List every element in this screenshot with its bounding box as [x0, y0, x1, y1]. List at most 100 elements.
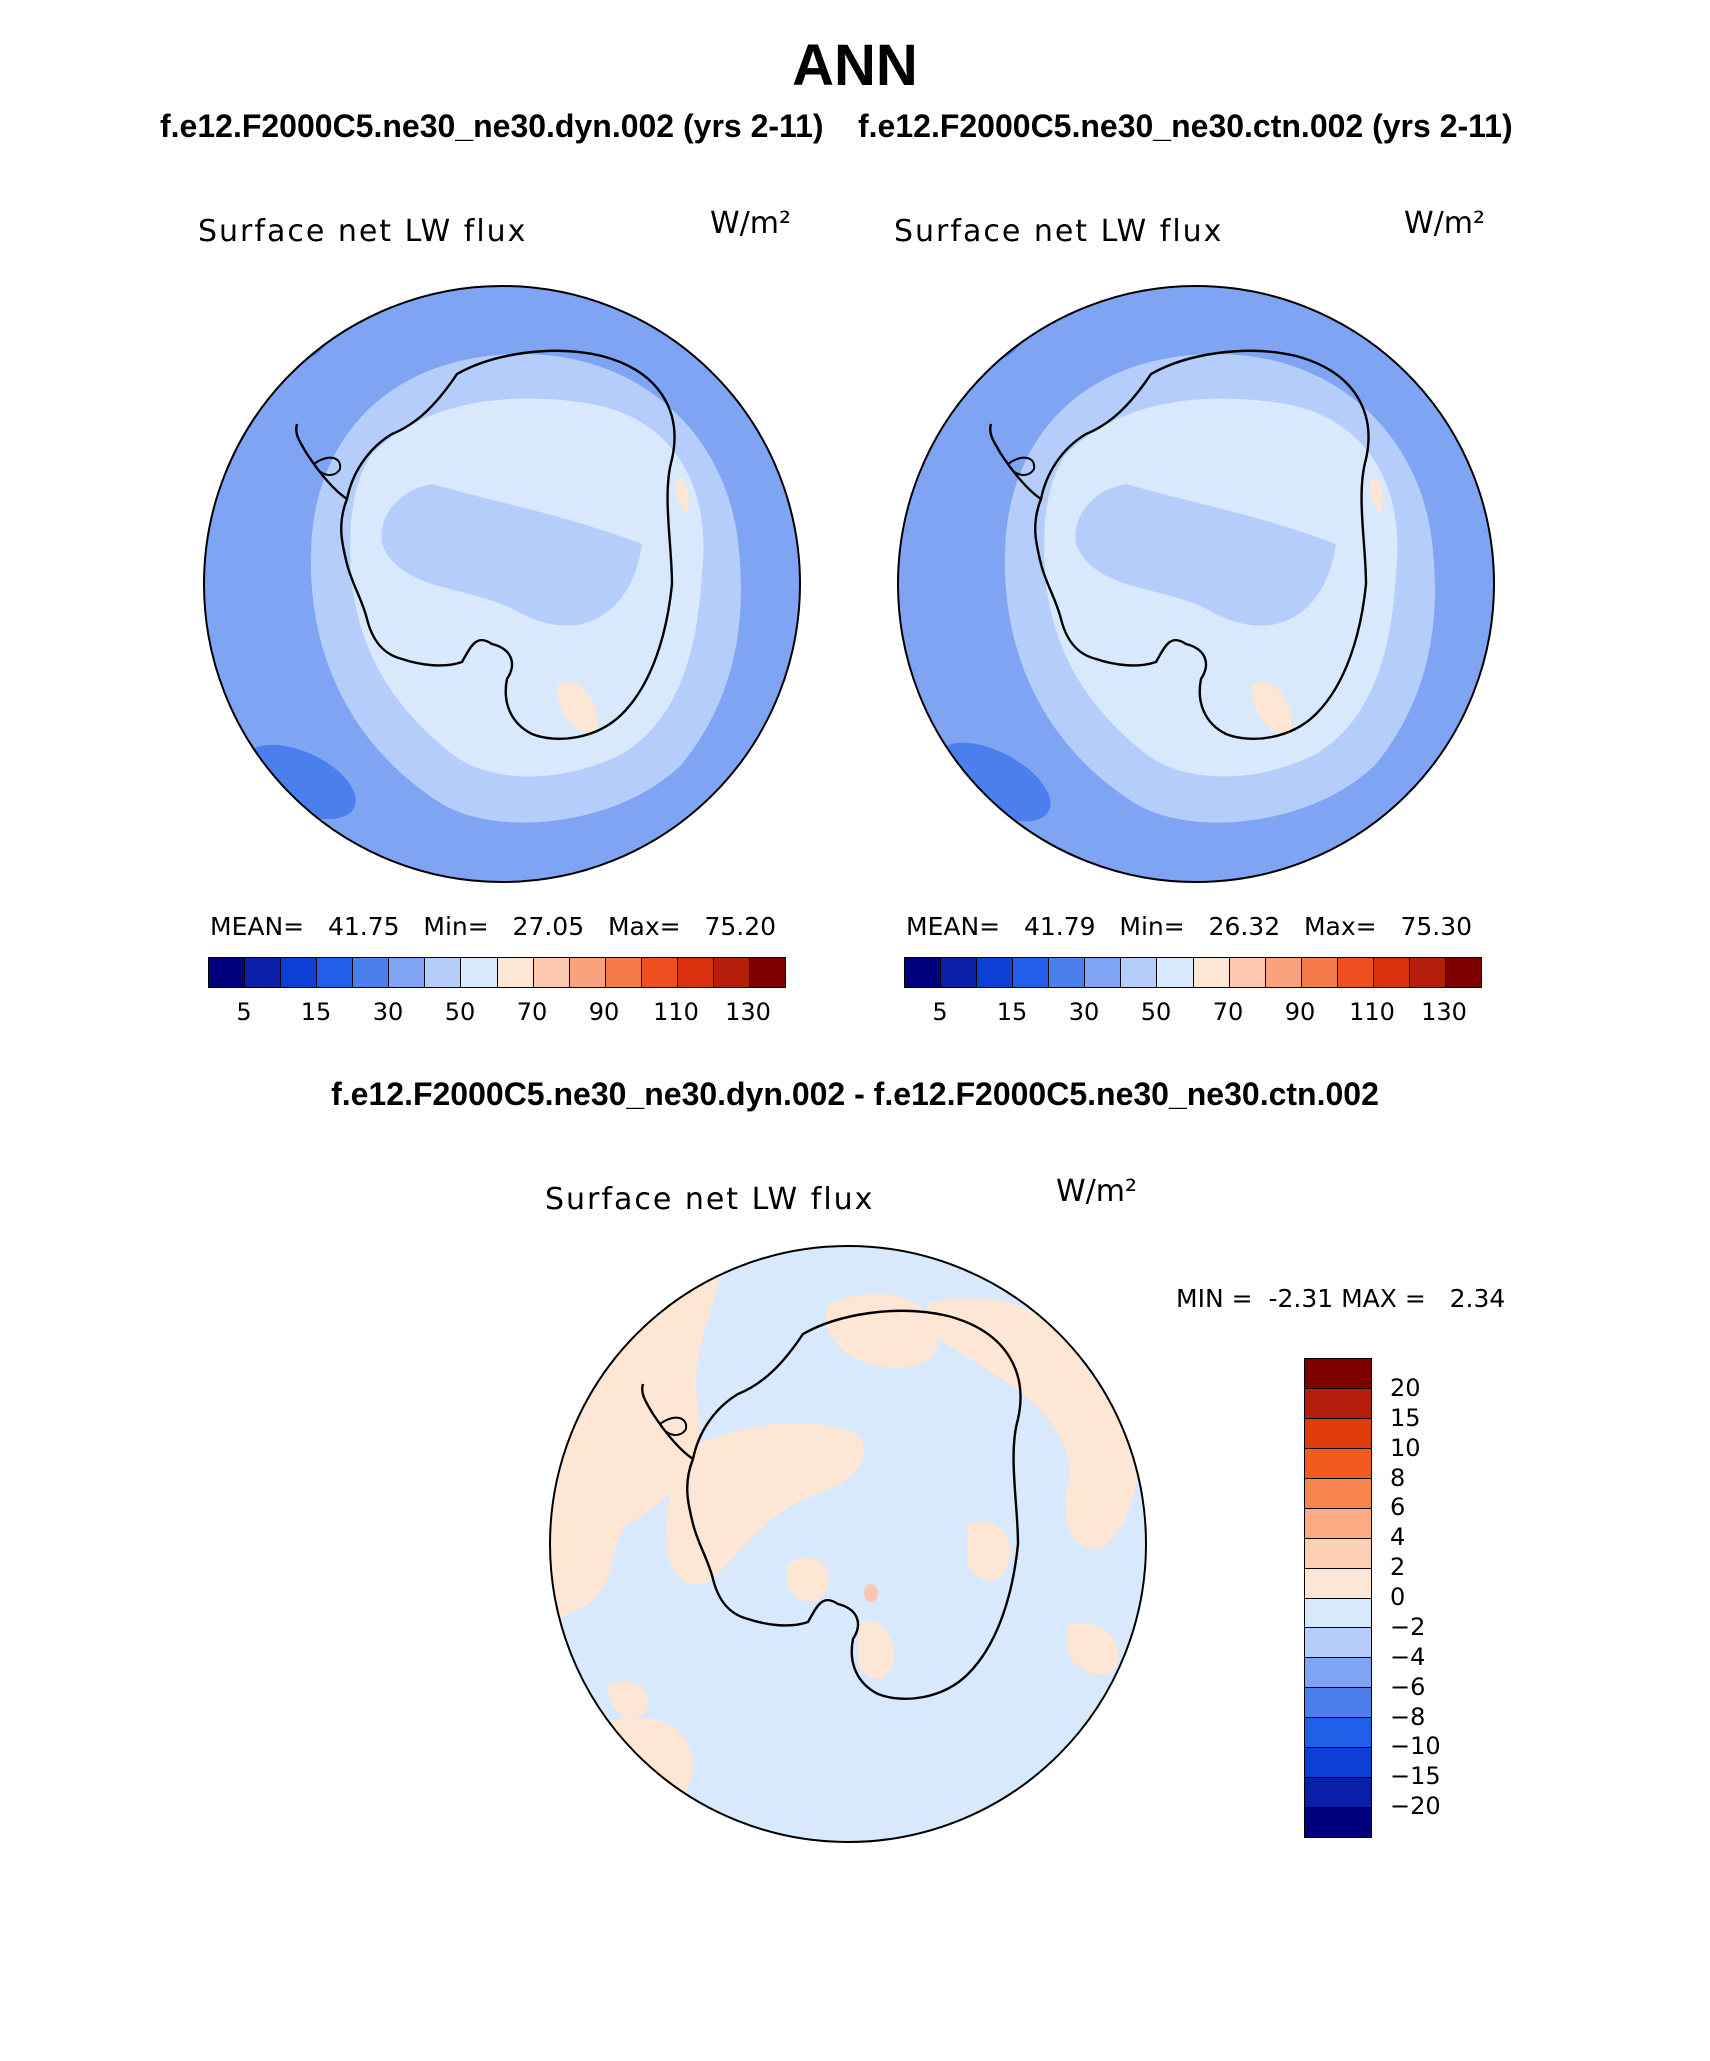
colorbar-cell: [1305, 1748, 1371, 1779]
antarctica-coastline: [686, 1309, 1022, 1700]
colorbar-tick-label: 130: [725, 998, 771, 1026]
run-title-left: f.e12.F2000C5.ne30_ne30.dyn.002 (yrs 2-1…: [160, 108, 824, 144]
colorbar-cell: [1301, 958, 1338, 987]
colorbar-cell: [1121, 958, 1158, 987]
units-label: W/m²: [710, 206, 792, 241]
positive-diff-region: [608, 1681, 649, 1718]
colorbar-cell: [1337, 958, 1374, 987]
interior-patch: [1075, 484, 1336, 626]
max-value: 2.34: [1449, 1284, 1506, 1313]
colorbar-cell: [1305, 1598, 1371, 1629]
max-value: 75.20: [704, 912, 777, 941]
colorbar-cell: [1049, 958, 1086, 987]
dark-blue-patch: [937, 742, 1051, 822]
min-label: Min=: [423, 912, 489, 941]
min-value: 26.32: [1208, 912, 1281, 941]
colorbar-cell: [1305, 1808, 1371, 1837]
colorbar-tick-label: 50: [1140, 998, 1172, 1026]
variable-label: Surface net LW flux: [198, 214, 528, 249]
colorbar-cell: [1157, 958, 1194, 987]
colorbar-cell: [353, 958, 390, 987]
colorbar-cell: [1085, 958, 1122, 987]
max-label: Max=: [607, 912, 681, 941]
colorbar-cell: [1305, 1628, 1371, 1659]
mean-label: MEAN=: [906, 912, 1001, 941]
mean-label: MEAN=: [210, 912, 305, 941]
colorbar-cell: [605, 958, 642, 987]
colorbar-cell: [245, 958, 282, 987]
min-label: Min=: [1119, 912, 1185, 941]
max-value: 75.30: [1400, 912, 1473, 941]
colorbar-tick-label: 30: [372, 998, 404, 1026]
hot-spot: [864, 1584, 878, 1602]
colorbar-tick-label: 70: [1212, 998, 1244, 1026]
colorbar-tick-label: 90: [1284, 998, 1316, 1026]
colorbar-cell: [1305, 1688, 1371, 1719]
warm-patch: [676, 478, 689, 514]
interior-patch: [381, 484, 642, 626]
colorbar-cell: [425, 958, 462, 987]
polar-map-left: [203, 285, 801, 883]
colorbar-cell: [941, 958, 978, 987]
colorbar-cell: [317, 958, 354, 987]
colorbar-tick-label: −6: [1390, 1672, 1426, 1701]
colorbar-cell: [1305, 1658, 1371, 1689]
colorbar-tick-label: 6: [1390, 1493, 1406, 1522]
colorbar-cell: [533, 958, 570, 987]
peninsula-coastline: [295, 423, 348, 500]
min-value: 27.05: [512, 912, 585, 941]
colorbar-tick-label: 15: [1390, 1403, 1421, 1432]
colorbar-tick-label: 10: [1390, 1433, 1421, 1462]
colorbar-cell: [1305, 1388, 1371, 1419]
positive-diff-region: [1068, 1623, 1119, 1675]
colorbar-cell: [1305, 1478, 1371, 1509]
colorbar-tick-label: 90: [588, 998, 620, 1026]
colorbar-tick-label: −20: [1390, 1792, 1441, 1821]
colorbar-tick-label: 110: [1349, 998, 1395, 1026]
colorbar-tick-label: 70: [516, 998, 548, 1026]
colorbar-cell: [1305, 1538, 1371, 1569]
colorbar-tick-label: 110: [653, 998, 699, 1026]
max-label: MAX =: [1341, 1284, 1426, 1313]
colorbar-cell: [1265, 958, 1302, 987]
colorbar-cell: [641, 958, 678, 987]
colorbar-tick-label: −15: [1390, 1762, 1441, 1791]
colorbar-cell: [713, 958, 750, 987]
colorbar-cell: [497, 958, 534, 987]
colorbar-tick-label: 2: [1390, 1553, 1406, 1582]
antarctica-coastline: [1034, 349, 1370, 740]
colorbar-cell: [1305, 1778, 1371, 1809]
colorbar-cell: [1445, 958, 1481, 987]
colorbar-cell: [1373, 958, 1410, 987]
difference-title: f.e12.F2000C5.ne30_ne30.dyn.002 - f.e12.…: [331, 1076, 1379, 1112]
colorbar-cell: [1305, 1508, 1371, 1539]
positive-diff-region: [825, 1294, 939, 1368]
colorbar-tick-label: 8: [1390, 1463, 1406, 1492]
colorbar-tick-label: 0: [1390, 1583, 1406, 1611]
colorbar-tick-label: 30: [1068, 998, 1100, 1026]
colorbar-tick-label: 15: [996, 998, 1028, 1026]
colorbar-left: [208, 957, 786, 988]
colorbar-cell: [281, 958, 318, 987]
colorbar-tick-label: −2: [1390, 1612, 1426, 1641]
colorbar-cell: [1305, 1568, 1371, 1599]
positive-diff-region: [968, 1520, 1010, 1581]
run-title-right: f.e12.F2000C5.ne30_ne30.ctn.002 (yrs 2-1…: [858, 108, 1513, 144]
colorbar-cell: [1229, 958, 1266, 987]
colorbar-cell: [569, 958, 606, 987]
colorbar-cell: [461, 958, 498, 987]
peninsula-coastline: [641, 1383, 694, 1460]
colorbar-cell: [1193, 958, 1230, 987]
max-label: Max=: [1303, 912, 1377, 941]
mean-value: 41.79: [1023, 912, 1096, 941]
colorbar-tick-label: 5: [236, 998, 252, 1026]
colorbar-tick-label: 20: [1390, 1373, 1421, 1402]
colorbar-cell: [677, 958, 714, 987]
colorbar-tick-label: −10: [1390, 1732, 1441, 1761]
colorbar-tick-label: 50: [444, 998, 476, 1026]
colorbar-tick-label: 5: [932, 998, 948, 1026]
colorbar-ticks-difference: 20 15 10 8 6 4 2 0 −2 −4 −6 −8 −10 −15 −20: [1390, 1358, 1470, 1836]
ice-shelf-outline: [658, 1416, 688, 1436]
colorbar-cell: [1305, 1448, 1371, 1479]
units-label: W/m²: [1056, 1174, 1138, 1209]
